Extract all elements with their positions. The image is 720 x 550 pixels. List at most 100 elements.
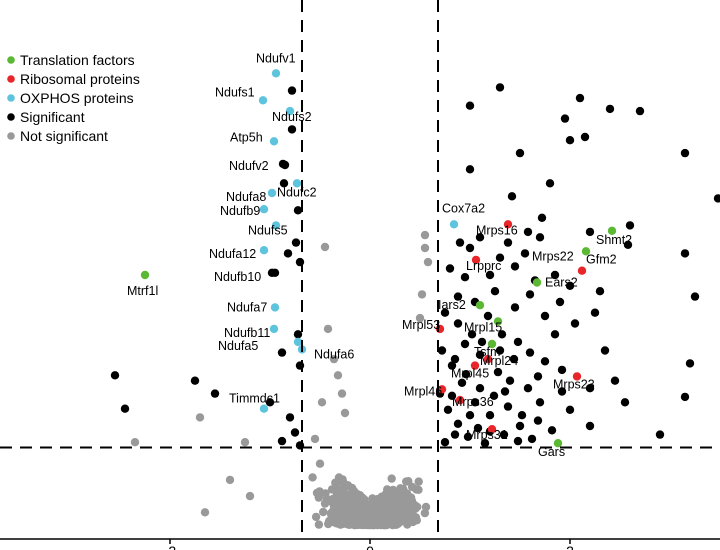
point-not-significant: [387, 474, 396, 483]
point-significant: [445, 264, 455, 273]
point-significant: [580, 132, 590, 142]
label-mrpl45: Mrpl45: [451, 367, 489, 381]
point-significant: [585, 384, 595, 393]
point-significant: [477, 337, 487, 347]
legend-marker: [7, 132, 15, 140]
point-not-significant: [240, 438, 250, 447]
point-significant: [515, 148, 525, 158]
label-mrps16: Mrps16: [476, 223, 518, 237]
point-significant: [680, 148, 690, 158]
legend-marker: [7, 56, 15, 64]
point-mrpl46: [437, 385, 447, 394]
point-significant: [570, 319, 580, 328]
point-not-significant: [327, 485, 337, 494]
point-significant: [457, 378, 467, 387]
point-not-significant: [415, 313, 425, 323]
point-significant: [550, 330, 560, 339]
point-significant: [605, 104, 615, 114]
point-not-significant: [381, 489, 391, 499]
point-not-significant: [315, 487, 324, 496]
label-ndufs5: Ndufs5: [248, 223, 288, 237]
point-mtrf1l: [140, 270, 150, 280]
point-significant: [443, 405, 453, 414]
point-significant: [285, 413, 295, 422]
point-significant: [513, 337, 523, 347]
point-significant: [287, 86, 297, 95]
point-significant: [489, 391, 499, 400]
point-ndufs2: [285, 106, 295, 116]
point-not-significant: [343, 481, 353, 490]
point-not-significant: [414, 477, 423, 486]
label-timmdc1: Timmdc1: [229, 392, 280, 406]
label-ndufb10: Ndufb10: [214, 270, 261, 284]
x-tick-label: 0: [366, 543, 374, 550]
point-significant: [463, 432, 473, 441]
point-not-significant: [367, 502, 377, 512]
point-significant: [680, 392, 690, 402]
point-mrpl45: [470, 361, 480, 370]
point-significant: [540, 357, 550, 366]
point-significant: [483, 311, 493, 321]
legend-label: Translation factors: [20, 52, 135, 68]
point-significant: [485, 270, 495, 280]
point-shmt2: [607, 226, 617, 235]
point-not-significant: [130, 438, 140, 447]
point-significant: [523, 384, 533, 393]
label-shmt2: Shmt2: [596, 233, 632, 247]
point-significant: [485, 411, 495, 420]
point-significant: [461, 370, 471, 379]
point-not-significant: [336, 520, 345, 529]
point-significant: [525, 290, 535, 299]
label-ears2: Ears2: [545, 276, 578, 290]
point-mrps16: [503, 220, 513, 229]
legend-marker: [7, 94, 15, 102]
point-not-significant: [320, 242, 330, 252]
point-significant: [110, 371, 120, 380]
point-significant: [510, 262, 520, 271]
point-significant: [447, 391, 457, 400]
point-significant: [545, 179, 555, 188]
point-significant: [465, 101, 475, 110]
point-significant: [557, 365, 567, 375]
point-not-significant: [320, 499, 330, 508]
point-not-significant: [366, 519, 375, 528]
x-tick-label: -2: [164, 543, 177, 550]
label-mrps31: Mrps31: [466, 428, 508, 442]
point-mrps22: [577, 266, 587, 275]
point-not-significant: [423, 257, 433, 267]
point-significant: [293, 330, 303, 339]
point-significant: [533, 416, 543, 425]
point-mrps23: [572, 372, 582, 381]
point-not-significant: [314, 520, 324, 529]
point-ndufb11: [269, 324, 279, 334]
point-significant: [447, 361, 457, 370]
point-significant: [465, 411, 475, 420]
point-not-significant: [421, 502, 431, 512]
point-not-significant: [195, 413, 205, 422]
point-ndufa12: [259, 246, 269, 255]
point-not-significant: [414, 485, 423, 494]
point-not-significant: [245, 491, 255, 501]
label-mrps23: Mrps23: [553, 377, 595, 391]
point-significant: [533, 372, 543, 381]
point-not-significant: [330, 504, 339, 514]
point-significant: [475, 384, 485, 393]
point-significant: [453, 319, 463, 328]
point-not-significant: [350, 513, 360, 522]
label-mrps22: Mrps22: [532, 250, 574, 264]
label-mrpl46: Mrpl46: [404, 384, 442, 398]
label-ndufb9: Ndufb9: [220, 204, 260, 218]
label-ndufa5: Ndufa5: [218, 339, 258, 353]
label-ndufa12: Ndufa12: [209, 247, 256, 261]
point-significant: [283, 249, 293, 258]
legend-label: Significant: [20, 109, 85, 125]
point-significant: [555, 297, 565, 307]
point-not-significant: [376, 504, 385, 513]
point-significant: [550, 270, 560, 280]
point-significant: [465, 243, 475, 253]
point-significant: [480, 439, 490, 448]
point-significant: [475, 233, 485, 242]
point-significant: [515, 421, 525, 431]
point-mrpl15: [493, 317, 503, 326]
point-significant: [635, 106, 645, 116]
